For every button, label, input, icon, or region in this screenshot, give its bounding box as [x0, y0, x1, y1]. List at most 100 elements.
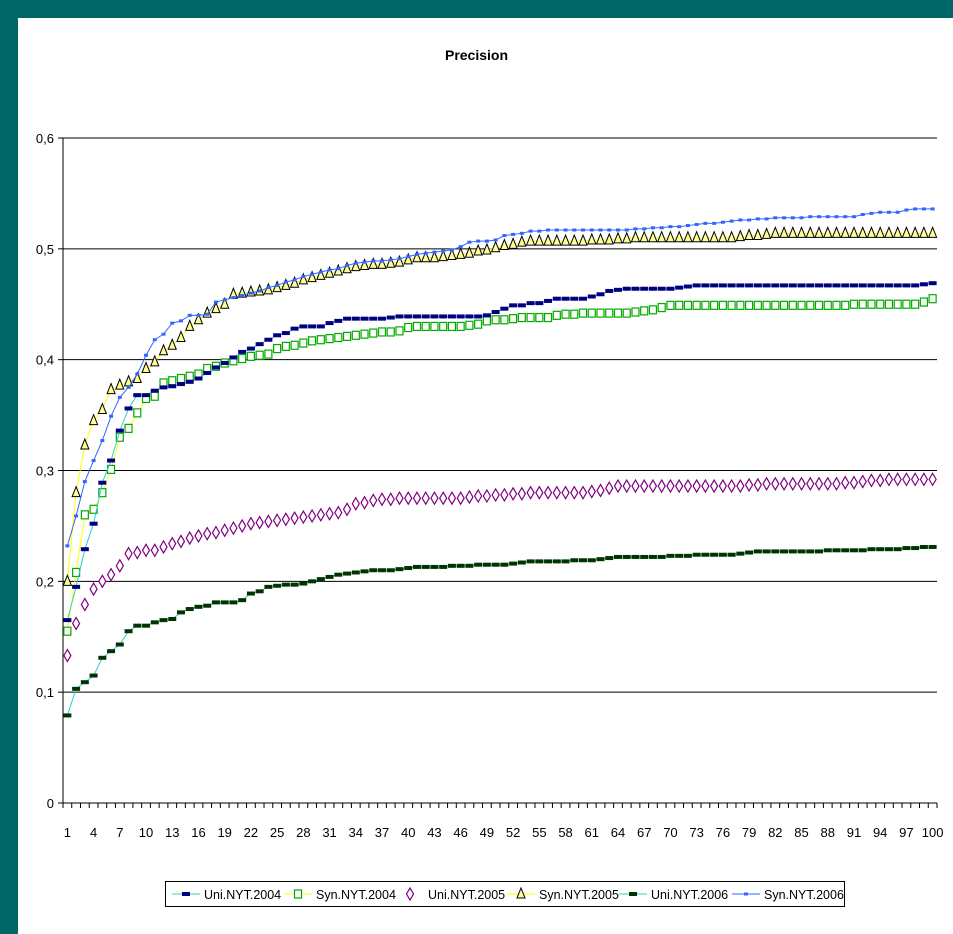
y-tick-label: 0,1 [36, 685, 54, 700]
data-point [919, 282, 928, 287]
data-point [823, 283, 832, 288]
x-tick-label: 58 [558, 825, 572, 840]
data-point [325, 506, 334, 521]
data-point [867, 547, 876, 552]
data-point [841, 283, 850, 288]
data-point [115, 428, 124, 433]
data-point [220, 600, 229, 605]
data-point [779, 225, 789, 238]
data-point [482, 316, 491, 326]
chart-title: Precision [444, 47, 509, 63]
data-point [685, 224, 690, 228]
data-point [738, 218, 743, 222]
data-point [710, 300, 719, 310]
data-point [307, 270, 317, 283]
data-point [892, 225, 903, 238]
data-point [806, 476, 815, 491]
data-point [491, 315, 500, 325]
data-point [194, 376, 203, 381]
data-point [761, 227, 772, 239]
data-point [141, 361, 151, 374]
data-point [841, 475, 850, 490]
data-point [386, 327, 395, 337]
data-point [310, 272, 315, 276]
data-point [264, 514, 273, 529]
data-point [508, 486, 518, 501]
data-point [554, 228, 559, 232]
data-point [866, 225, 877, 238]
data-point [176, 373, 186, 384]
data-point [266, 286, 271, 290]
data-point [587, 294, 596, 299]
data-point [648, 554, 657, 559]
data-point [624, 228, 629, 232]
data-point [814, 476, 824, 491]
data-point [867, 283, 876, 288]
x-tick-label: 97 [899, 825, 913, 840]
data-point [298, 272, 309, 285]
data-point [596, 308, 605, 318]
data-point [106, 382, 116, 395]
data-point [878, 210, 883, 214]
axes [58, 137, 938, 808]
data-point [788, 283, 797, 288]
data-point [465, 314, 474, 319]
series-line [66, 546, 933, 716]
data-point [823, 548, 832, 553]
data-point [369, 568, 378, 573]
x-tick-label: 64 [611, 825, 625, 840]
data-point [222, 298, 227, 302]
data-point [351, 316, 360, 321]
data-point [517, 234, 527, 247]
data-point [439, 321, 448, 332]
data-point [589, 228, 594, 232]
data-point [552, 559, 561, 564]
data-point [823, 225, 833, 238]
data-point [815, 283, 824, 288]
data-point [876, 547, 885, 552]
data-point [535, 301, 544, 306]
series-Uni.NYT.2006 [63, 544, 937, 718]
data-point [404, 491, 413, 506]
data-point [351, 496, 360, 511]
data-point [675, 285, 684, 290]
data-point [631, 286, 640, 291]
data-point [528, 229, 533, 233]
data-point [213, 300, 218, 304]
data-point [771, 549, 780, 554]
data-point [369, 316, 378, 321]
data-point [788, 476, 797, 491]
data-point [124, 406, 133, 411]
data-point [439, 314, 448, 319]
data-point [369, 493, 378, 508]
data-point [238, 353, 247, 364]
data-point [596, 557, 605, 562]
data-point [264, 337, 273, 342]
data-point [159, 618, 168, 623]
gridlines [63, 137, 937, 693]
data-point [849, 548, 858, 553]
data-point [308, 324, 317, 329]
data-point [343, 316, 352, 321]
data-point [351, 259, 361, 272]
data-point [97, 402, 108, 415]
data-point [902, 472, 911, 487]
data-point [650, 226, 655, 230]
legend-label: Syn.NYT.2006 [764, 888, 844, 902]
data-point [578, 308, 588, 318]
x-tick-label: 91 [847, 825, 861, 840]
data-point [117, 395, 122, 399]
data-point [185, 371, 194, 381]
x-tick-label: 37 [375, 825, 389, 840]
data-point [123, 374, 134, 387]
data-point [423, 251, 428, 255]
data-point [526, 312, 535, 323]
data-point [736, 300, 745, 310]
data-point [168, 376, 177, 386]
data-point [581, 228, 586, 232]
data-point [552, 310, 561, 320]
data-point [482, 242, 492, 255]
data-point [500, 315, 509, 325]
data-point [465, 320, 474, 330]
data-point [605, 481, 614, 496]
